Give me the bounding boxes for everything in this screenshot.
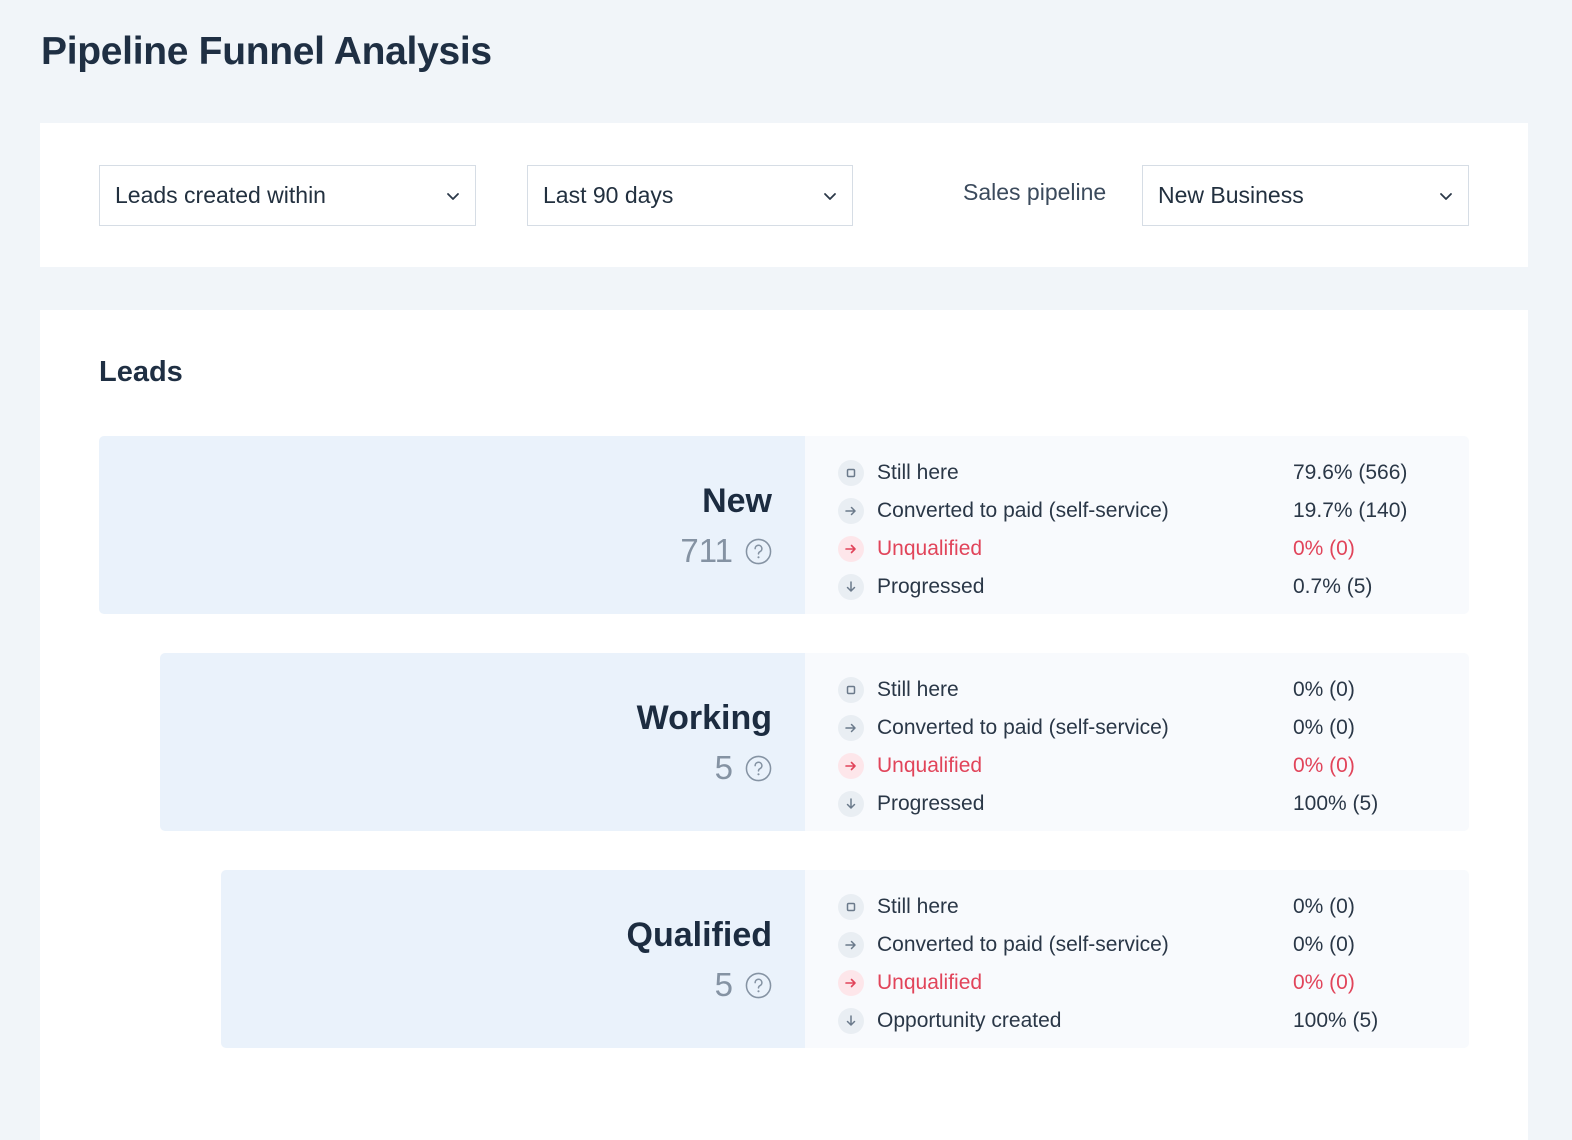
sales-pipeline-value: New Business [1158, 182, 1304, 208]
metric-progressed: Progressed 0.7% (5) [838, 568, 1469, 606]
metric-progressed: Opportunity created 100% (5) [838, 1002, 1469, 1040]
metric-converted-to-paid: Converted to paid (self-service) 0% (0) [838, 709, 1469, 747]
metric-value: 0% (0) [1293, 933, 1355, 956]
funnel-stage-qualified: Qualified 5 Still here 0% (0) Converted to p… [221, 870, 1469, 1048]
stage-name: Qualified [626, 916, 772, 954]
date-range-value: Last 90 days [543, 182, 674, 208]
metric-value: 0% (0) [1293, 895, 1355, 918]
square-icon [838, 460, 864, 486]
chevron-down-icon [447, 192, 459, 200]
metric-label: Progressed [877, 792, 985, 815]
metric-value: 0% (0) [1293, 716, 1355, 739]
metric-value: 19.7% (140) [1293, 499, 1408, 522]
metric-converted-to-paid: Converted to paid (self-service) 19.7% (1… [838, 492, 1469, 530]
metric-value: 0% (0) [1293, 678, 1355, 701]
arrow-right-icon [838, 498, 864, 524]
square-icon [838, 894, 864, 920]
date-range-select[interactable]: Last 90 days [527, 165, 853, 226]
metric-value: 0.7% (5) [1293, 575, 1373, 598]
stage-count: 5 [714, 749, 733, 786]
metric-still-here: Still here 0% (0) [838, 888, 1469, 926]
page-title: Pipeline Funnel Analysis [41, 30, 492, 73]
metric-label: Converted to paid (self-service) [877, 499, 1169, 522]
stage-metrics: Still here 79.6% (566) Converted to paid (… [805, 436, 1469, 614]
metric-unqualified: Unqualified 0% (0) [838, 964, 1469, 1002]
arrow-right-red-icon [838, 753, 864, 779]
stage-metrics: Still here 0% (0) Converted to paid (self-… [805, 653, 1469, 831]
help-icon[interactable] [745, 538, 772, 565]
section-title: Leads [99, 356, 183, 388]
arrow-down-icon [838, 574, 864, 600]
metric-converted-to-paid: Converted to paid (self-service) 0% (0) [838, 926, 1469, 964]
metric-unqualified: Unqualified 0% (0) [838, 747, 1469, 785]
metric-value: 79.6% (566) [1293, 461, 1408, 484]
metric-label: Unqualified [877, 754, 983, 777]
filter-bar: Leads created within Last 90 days Sales … [40, 123, 1528, 267]
created-filter-value: Leads created within [115, 182, 326, 208]
leads-funnel-card: Leads New 711 Still here 79.6% (566) Convert… [40, 310, 1528, 1140]
arrow-down-icon [838, 791, 864, 817]
metric-label: Still here [877, 461, 959, 484]
arrow-right-red-icon [838, 536, 864, 562]
metric-value: 0% (0) [1293, 537, 1355, 560]
stage-summary: Working 5 [160, 653, 805, 831]
help-icon[interactable] [745, 972, 772, 999]
metric-unqualified: Unqualified 0% (0) [838, 530, 1469, 568]
arrow-down-icon [838, 1008, 864, 1034]
arrow-right-red-icon [838, 970, 864, 996]
metric-label: Converted to paid (self-service) [877, 933, 1169, 956]
metric-still-here: Still here 79.6% (566) [838, 454, 1469, 492]
metric-label: Opportunity created [877, 1009, 1062, 1032]
metric-label: Unqualified [877, 971, 983, 994]
square-icon [838, 677, 864, 703]
metric-label: Progressed [877, 575, 985, 598]
metric-value: 100% (5) [1293, 1009, 1379, 1032]
metric-label: Converted to paid (self-service) [877, 716, 1169, 739]
created-filter-select[interactable]: Leads created within [99, 165, 476, 226]
stage-count-row: 711 [680, 532, 772, 570]
metric-value: 0% (0) [1293, 754, 1355, 777]
stage-count-row: 5 [715, 966, 772, 1004]
chevron-down-icon [1440, 192, 1452, 200]
stage-summary: Qualified 5 [221, 870, 805, 1048]
metric-value: 100% (5) [1293, 792, 1379, 815]
stage-summary: New 711 [99, 436, 805, 614]
chevron-down-icon [824, 192, 836, 200]
sales-pipeline-select[interactable]: New Business [1142, 165, 1469, 226]
arrow-right-icon [838, 932, 864, 958]
stage-count: 711 [680, 532, 733, 569]
help-icon[interactable] [745, 755, 772, 782]
metric-label: Unqualified [877, 537, 983, 560]
funnel-stage-new: New 711 Still here 79.6% (566) Converted to … [99, 436, 1469, 614]
metric-progressed: Progressed 100% (5) [838, 785, 1469, 823]
metric-still-here: Still here 0% (0) [838, 671, 1469, 709]
arrow-right-icon [838, 715, 864, 741]
metric-label: Still here [877, 678, 959, 701]
stage-metrics: Still here 0% (0) Converted to paid (self-… [805, 870, 1469, 1048]
metric-value: 0% (0) [1293, 971, 1355, 994]
metric-label: Still here [877, 895, 959, 918]
sales-pipeline-label: Sales pipeline [963, 179, 1107, 205]
stage-count: 5 [714, 966, 733, 1003]
stage-name: Working [636, 699, 772, 737]
funnel-stage-working: Working 5 Still here 0% (0) Converted to pai… [160, 653, 1469, 831]
stage-count-row: 5 [715, 749, 772, 787]
stage-name: New [702, 482, 772, 520]
